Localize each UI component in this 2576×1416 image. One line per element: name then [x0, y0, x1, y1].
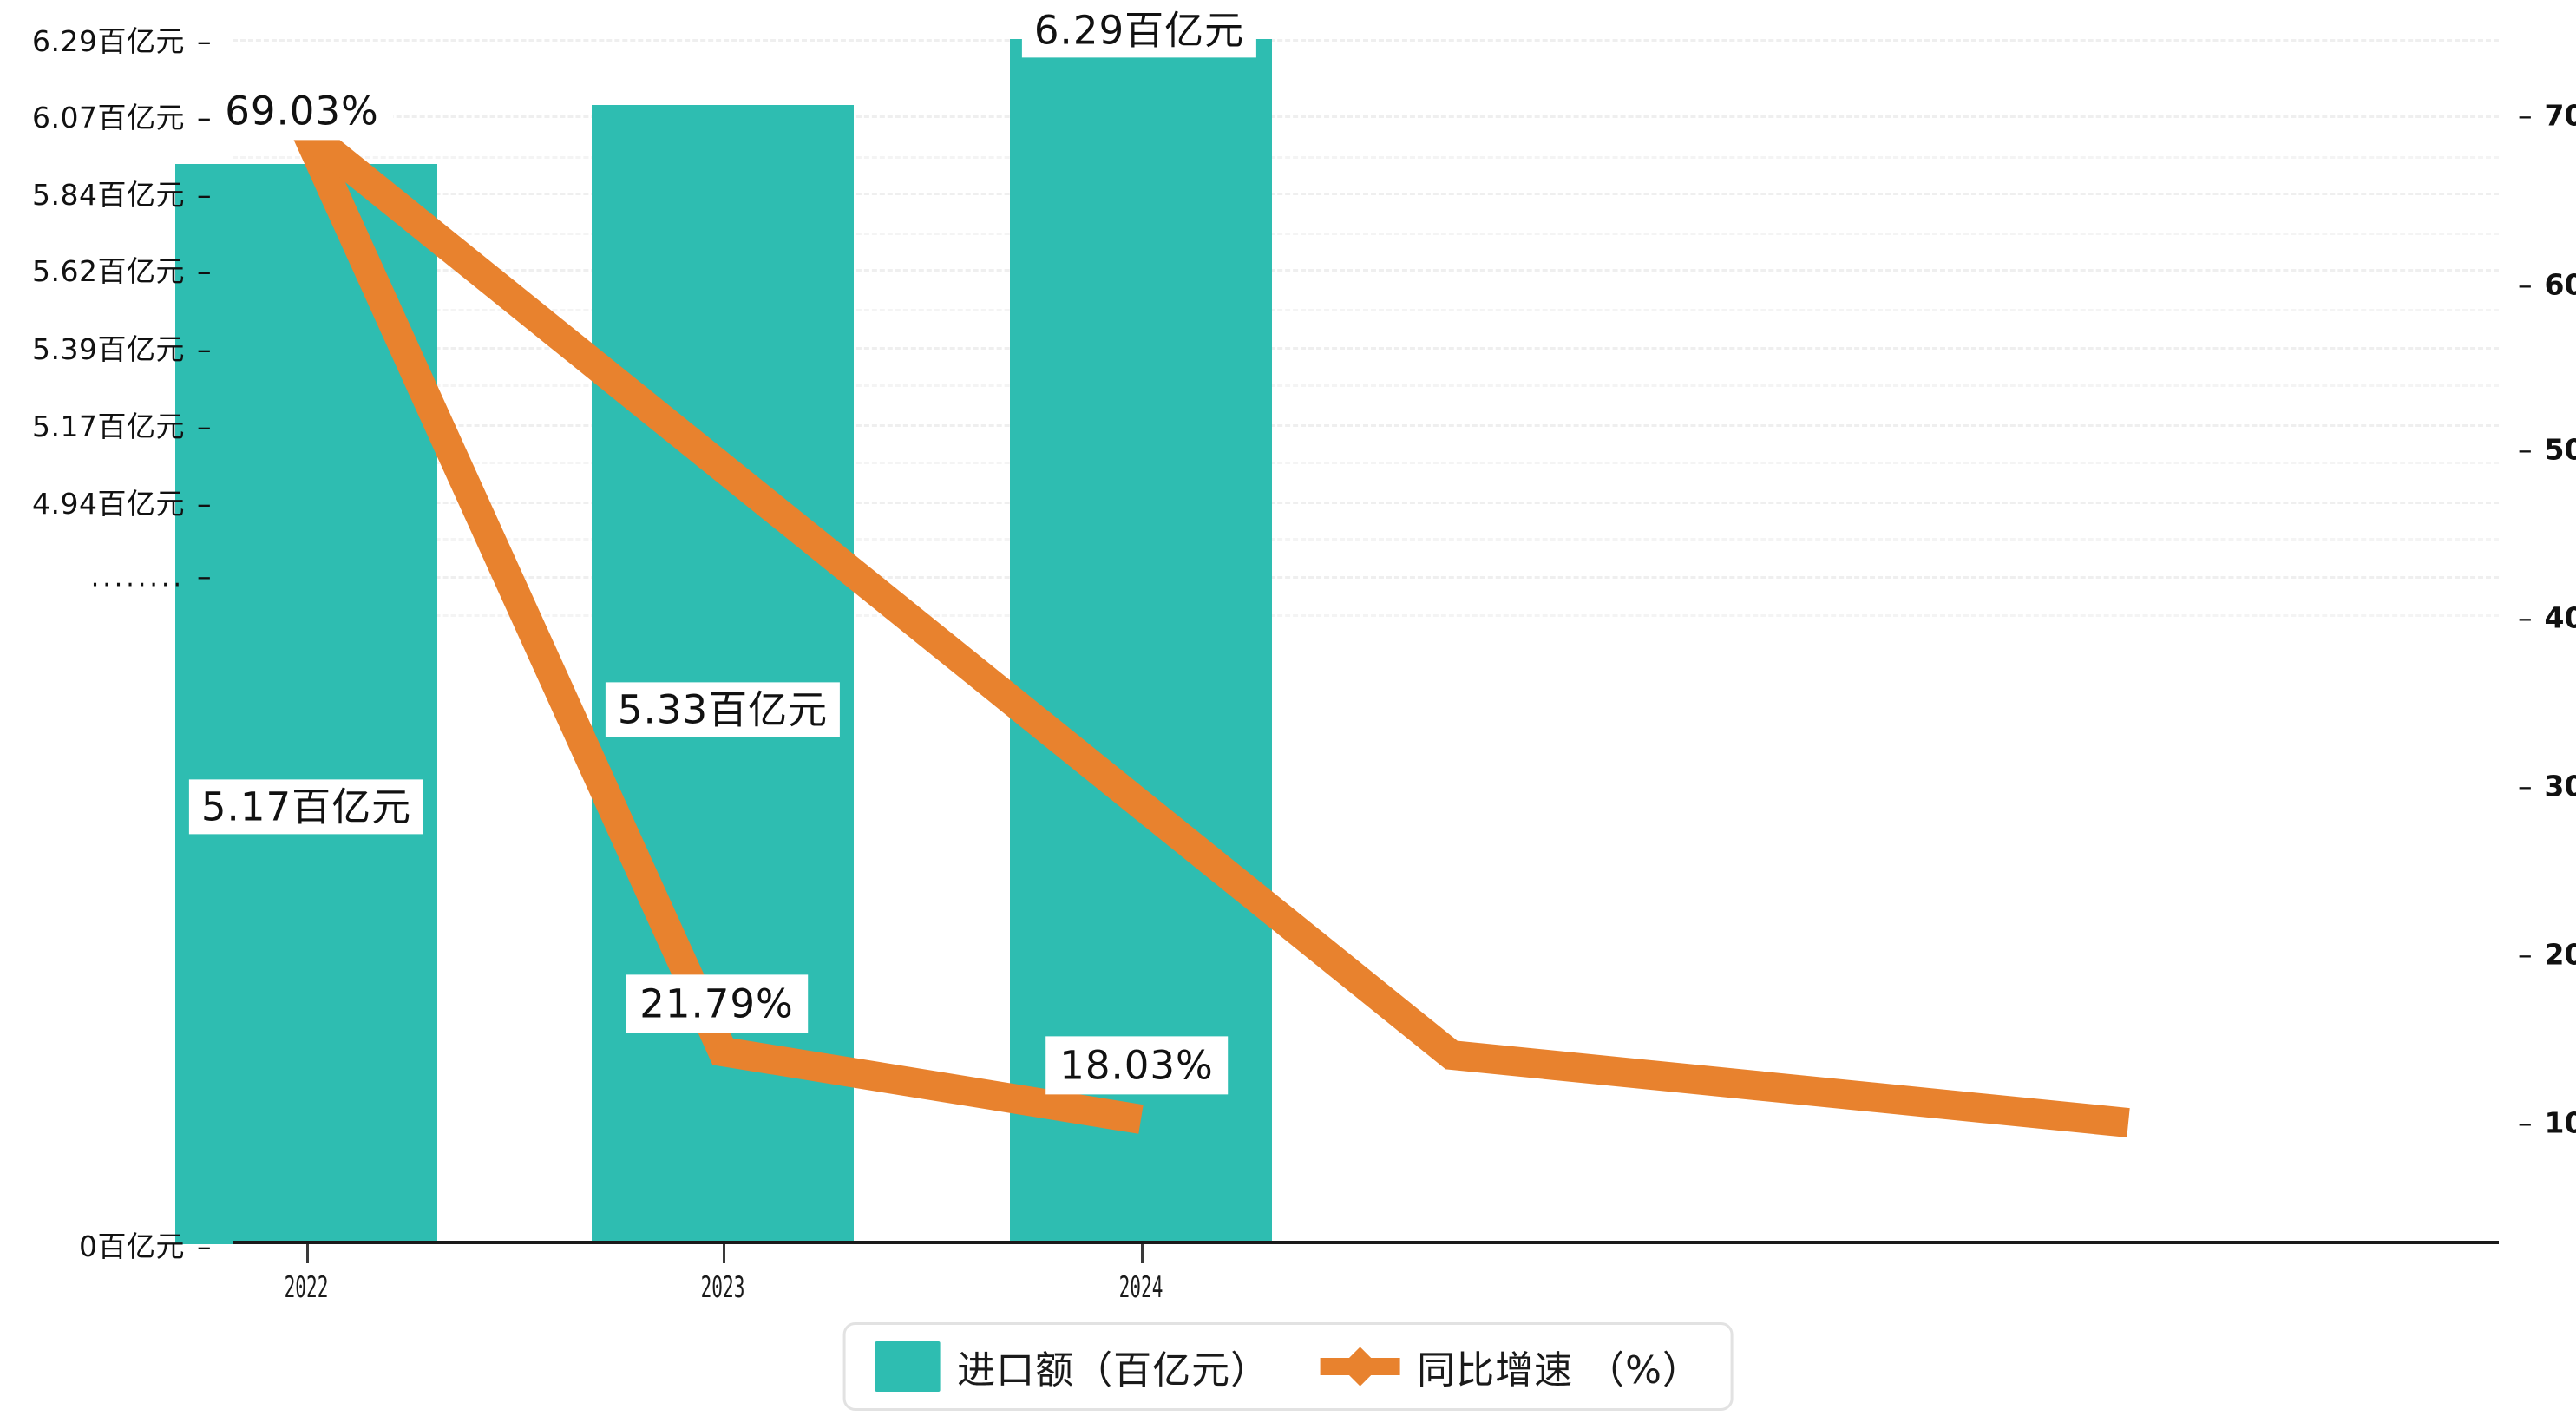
bar-label-2023: 5.33百亿元 — [605, 682, 841, 738]
bar-2022[interactable] — [175, 164, 437, 1244]
ytick-left-zero: 0百亿元 – — [79, 1229, 212, 1263]
ytick-left-5-84: 5.84百亿元 – — [32, 178, 212, 212]
ytick-left-4-94: 4.94百亿元 – — [32, 487, 212, 521]
gridline-minor-g — [233, 614, 2499, 617]
gridline-dots — [233, 576, 2499, 579]
xtick-2022 — [306, 1244, 309, 1263]
ytick-left-6-29: 6.29百亿元 – — [32, 24, 212, 58]
gridline-5-84 — [233, 193, 2499, 195]
ytick-right-50: –50 — [2518, 432, 2576, 467]
line-label-2024: 18.03% — [1045, 1036, 1228, 1095]
gridline-minor-e — [233, 462, 2499, 464]
ytick-right-30: –30 — [2518, 769, 2576, 803]
bar-label-2024: 6.29百亿元 — [1021, 3, 1257, 58]
xtick-2024 — [1141, 1244, 1144, 1263]
xlabel-2022: 2022 — [284, 1270, 329, 1305]
legend-label-growth-rate: 同比增速 （%） — [1417, 1348, 1701, 1393]
ytick-left-5-62: 5.62百亿元 – — [32, 254, 212, 288]
gridline-minor-a — [233, 156, 2499, 159]
gridline-5-62 — [233, 269, 2499, 272]
gridline-4-94 — [233, 502, 2499, 504]
gridline-minor-f — [233, 538, 2499, 541]
ytick-right-20: –20 — [2518, 937, 2576, 972]
chart-legend: 进口额（百亿元） 同比增速 （%） — [842, 1322, 1734, 1411]
ytick-right-40: –40 — [2518, 600, 2576, 635]
gridline-6-07 — [233, 115, 2499, 118]
legend-item-growth-rate[interactable]: 同比增速 （%） — [1320, 1339, 1701, 1394]
ytick-left-6-07: 6.07百亿元 – — [32, 101, 212, 134]
ytick-right-70: –70 — [2518, 98, 2576, 133]
line-label-2023: 21.79% — [626, 974, 808, 1033]
ytick-left-5-17: 5.17百亿元 – — [32, 410, 212, 443]
gridline-6-29 — [233, 39, 2499, 42]
gridline-5-39 — [233, 347, 2499, 350]
bar-label-2022: 5.17百亿元 — [188, 779, 424, 835]
ytick-right-60: –60 — [2518, 267, 2576, 302]
plot-area — [175, 0, 2499, 1263]
gridline-5-17 — [233, 424, 2499, 427]
bar-2023[interactable] — [592, 105, 854, 1244]
line-label-2022: 69.03% — [211, 82, 393, 141]
x-axis-line — [233, 1241, 2499, 1244]
ytick-left-ellipsis: ........ – — [90, 559, 212, 593]
gridline-minor-b — [233, 233, 2499, 235]
bar-swatch-icon — [875, 1341, 941, 1392]
legend-item-import-value[interactable]: 进口额（百亿元） — [875, 1339, 1269, 1394]
xlabel-2024: 2024 — [1118, 1270, 1163, 1305]
legend-label-import-value: 进口额（百亿元） — [957, 1348, 1270, 1393]
line-diamond-swatch-icon — [1320, 1341, 1400, 1392]
ytick-right-10: –10 — [2518, 1105, 2576, 1140]
gridline-minor-c — [233, 309, 2499, 311]
gridline-minor-d — [233, 384, 2499, 387]
xtick-2023 — [723, 1244, 725, 1263]
ytick-left-5-39: 5.39百亿元 – — [32, 332, 212, 366]
xlabel-2023: 2023 — [700, 1270, 745, 1305]
